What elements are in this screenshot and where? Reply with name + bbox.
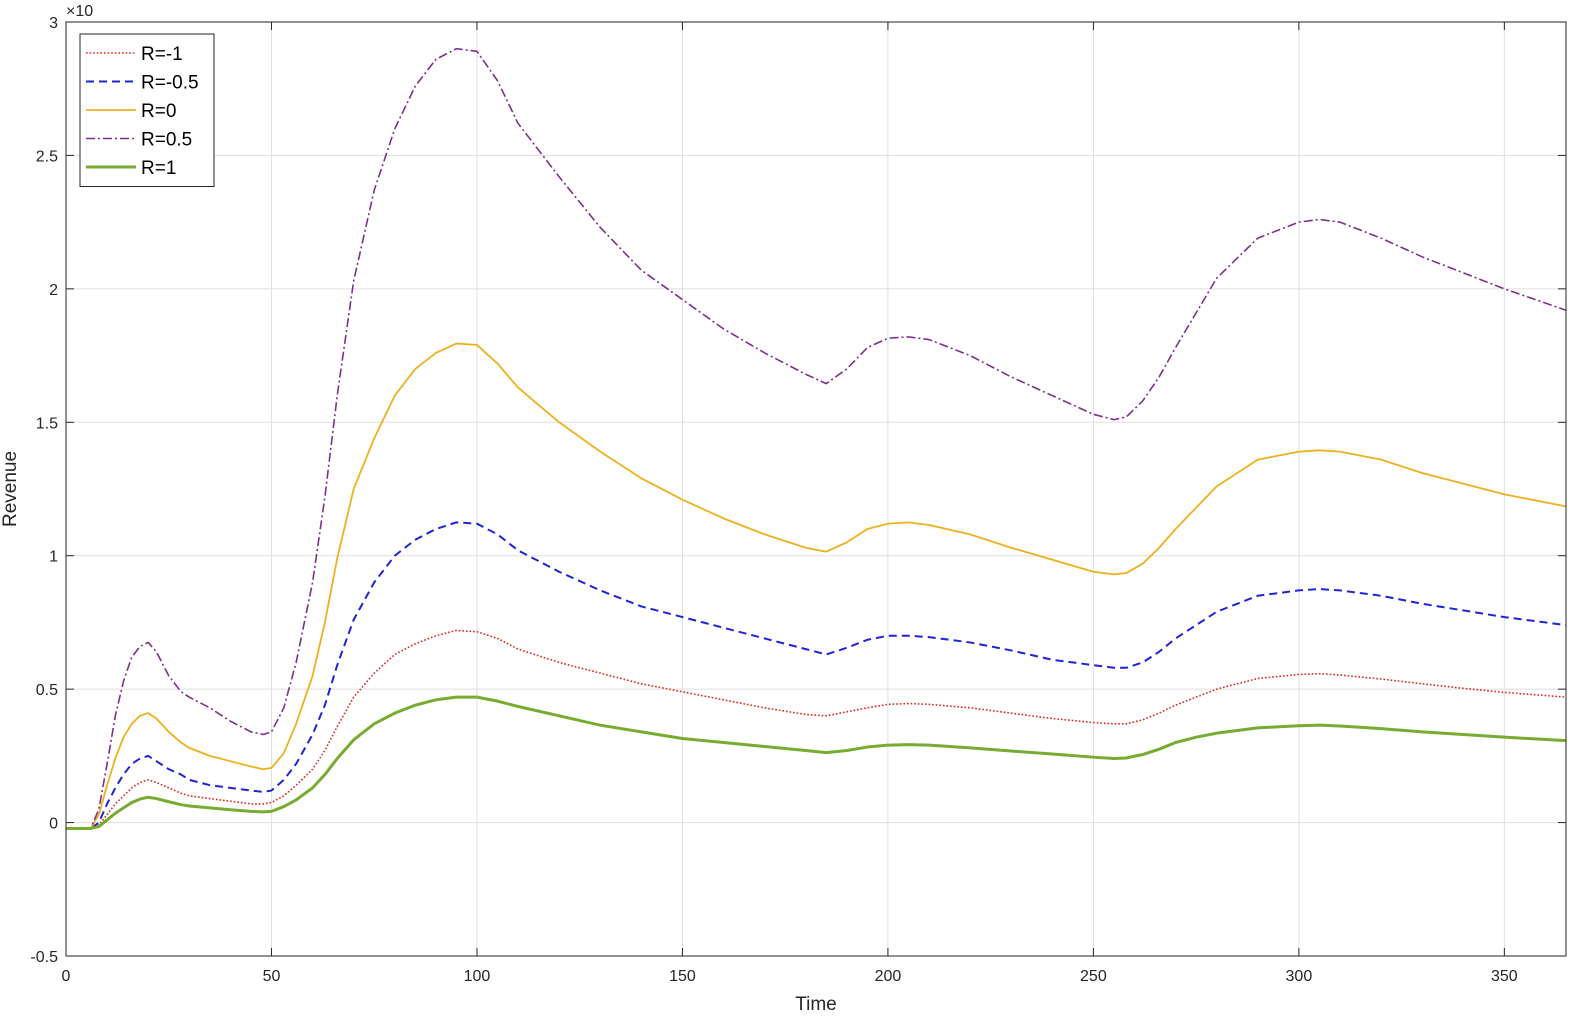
y-tick-label: 0	[49, 816, 58, 833]
legend-label: R=0.5	[141, 130, 192, 151]
y-tick-label: 0.5	[36, 682, 58, 699]
y-tick-label: 2.5	[36, 148, 58, 165]
legend-label: R=1	[141, 158, 176, 179]
y-tick-label: 1	[49, 549, 58, 566]
x-tick-label: 100	[464, 968, 491, 985]
series-line-R=0.5	[66, 47, 1567, 830]
plot-area	[66, 22, 1566, 956]
legend-label: R=-1	[141, 44, 183, 65]
axis-ticks: 0 50 100 150 200 250 300 350-0.500.511.522.53	[30, 15, 1566, 985]
axes-box	[65, 21, 1567, 957]
x-axis-title: Time	[795, 994, 837, 1015]
y-tick-label: 1.5	[36, 415, 58, 432]
x-tick-label: 300	[1286, 968, 1313, 985]
x-tick-label: 150	[669, 968, 696, 985]
series-line-R=0	[66, 342, 1567, 830]
y-axis-title: Revenue	[0, 451, 21, 527]
y-tick-label: -0.5	[30, 949, 58, 966]
x-tick-label: 50	[263, 968, 281, 985]
x-tick-label: 0	[62, 968, 71, 985]
y-tick-label: 3	[49, 15, 58, 32]
legend: R=-1 R=-0.5 R=0 R=0.5 R=1	[79, 33, 215, 187]
series-lines	[66, 47, 1567, 830]
x-tick-label: 350	[1491, 968, 1518, 985]
series-line-R=-0.5	[66, 521, 1567, 830]
y-exponent-label: ×10	[66, 3, 93, 20]
legend-label: R=0	[141, 101, 176, 122]
x-tick-label: 200	[875, 968, 902, 985]
y-tick-label: 2	[49, 282, 58, 299]
x-tick-label: 250	[1080, 968, 1107, 985]
series-line-R=1	[66, 695, 1567, 830]
legend-label: R=-0.5	[141, 73, 199, 94]
